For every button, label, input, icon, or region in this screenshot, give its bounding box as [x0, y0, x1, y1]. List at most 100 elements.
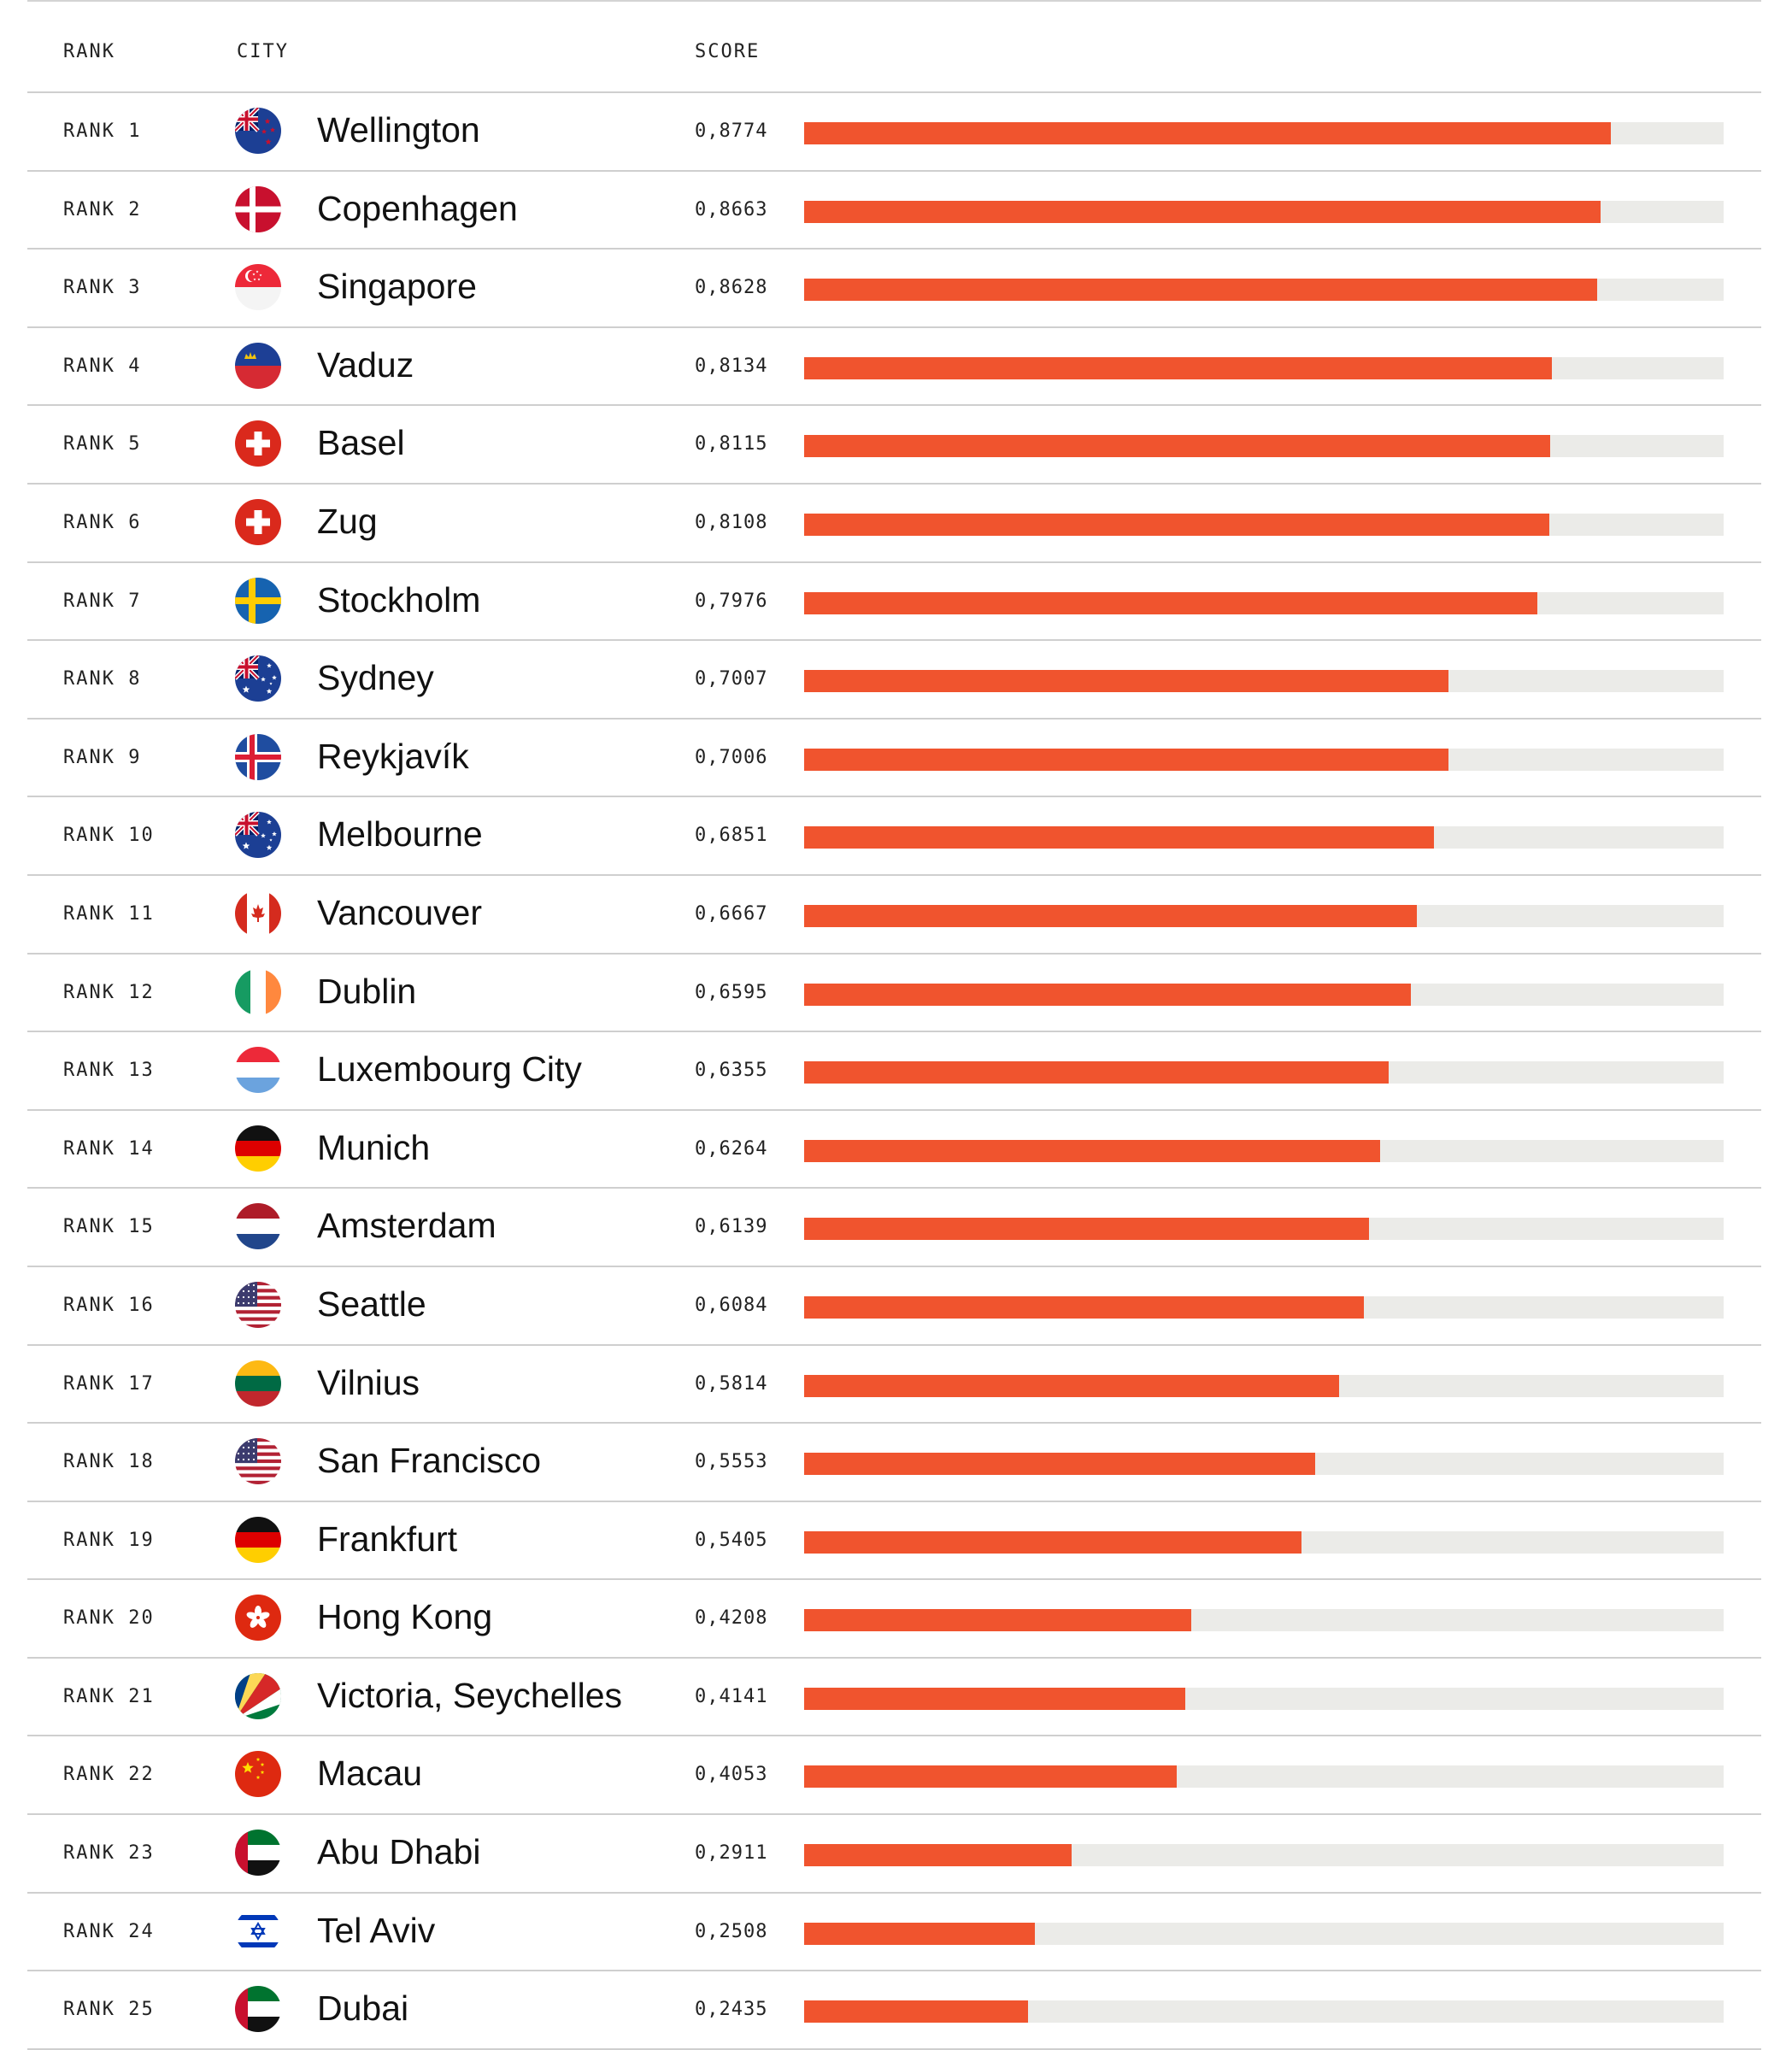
table-row: RANK 21 Victoria, Seychelles 0,4141 — [27, 1659, 1761, 1737]
score-bar — [804, 435, 1551, 458]
usa-flag-icon — [235, 1281, 281, 1328]
germany-flag-icon — [235, 1125, 281, 1172]
ranking-table: RANK CITY SCORE RANK 1 Wellington 0,8774 R… — [27, 0, 1761, 2050]
city-name: Victoria, Seychelles — [317, 1675, 623, 1715]
score-value: 0,5405 — [695, 1529, 768, 1551]
israel-flag-icon — [235, 1907, 281, 1954]
city-name: Stockholm — [317, 579, 481, 620]
germany-flag-icon — [235, 1516, 281, 1563]
rank-label: RANK 11 — [63, 902, 155, 925]
table-row: RANK 4 Vaduz 0,8134 — [27, 328, 1761, 407]
table-row: RANK 9 Reykjavík 0,7006 — [27, 720, 1761, 798]
rank-label: RANK 20 — [63, 1607, 155, 1630]
table-row: RANK 23 Abu Dhabi 0,2911 — [27, 1815, 1761, 1894]
score-bar-track — [804, 279, 1724, 302]
netherlands-flag-icon — [235, 1203, 281, 1250]
score-bar-track — [804, 513, 1724, 536]
score-bar — [804, 200, 1601, 223]
denmark-flag-icon — [235, 185, 281, 232]
score-bar-track — [804, 1922, 1724, 1945]
luxembourg-flag-icon — [235, 1047, 281, 1094]
rank-label: RANK 6 — [63, 511, 142, 533]
rank-label: RANK 15 — [63, 1216, 155, 1238]
score-value: 0,6595 — [695, 981, 768, 1003]
city-name: Basel — [317, 423, 405, 463]
score-bar-track — [804, 1530, 1724, 1554]
rank-label: RANK 2 — [63, 198, 142, 220]
switzerland-flag-icon — [235, 498, 281, 545]
city-name: Sydney — [317, 658, 434, 698]
lithuania-flag-icon — [235, 1360, 281, 1407]
rank-label: RANK 7 — [63, 590, 142, 612]
table-row: RANK 17 Vilnius 0,5814 — [27, 1346, 1761, 1424]
rank-label: RANK 9 — [63, 746, 142, 768]
score-value: 0,5814 — [695, 1372, 768, 1395]
city-name: Macau — [317, 1753, 423, 1794]
city-name: Melbourne — [317, 814, 483, 855]
score-bar — [804, 1139, 1380, 1162]
iceland-flag-icon — [235, 733, 281, 780]
table-row: RANK 2 Copenhagen 0,8663 — [27, 172, 1761, 250]
score-value: 0,8628 — [695, 277, 768, 299]
score-bar-track — [804, 1609, 1724, 1632]
rank-label: RANK 18 — [63, 1451, 155, 1473]
score-bar — [804, 1061, 1389, 1084]
score-bar — [804, 279, 1598, 302]
score-value: 0,4208 — [695, 1607, 768, 1630]
score-value: 0,6264 — [695, 1137, 768, 1160]
score-bar-track — [804, 591, 1724, 614]
score-value: 0,8134 — [695, 355, 768, 377]
uae-flag-icon — [235, 1986, 281, 2033]
score-bar — [804, 904, 1418, 927]
table-row: RANK 3 Singapore 0,8628 — [27, 250, 1761, 328]
city-name: Vancouver — [317, 892, 482, 932]
score-bar-track — [804, 1765, 1724, 1789]
table-row: RANK 8 Sydney 0,7007 — [27, 641, 1761, 720]
australia-flag-icon — [235, 655, 281, 702]
score-bar — [804, 748, 1448, 771]
score-bar-track — [804, 1453, 1724, 1476]
score-bar — [804, 1844, 1072, 1867]
score-value: 0,8663 — [695, 198, 768, 220]
canada-flag-icon — [235, 890, 281, 937]
score-bar-track — [804, 670, 1724, 693]
score-value: 0,6355 — [695, 1060, 768, 1082]
rank-label: RANK 3 — [63, 277, 142, 299]
city-name: Munich — [317, 1127, 431, 1167]
score-bar-track — [804, 983, 1724, 1006]
city-name: Vilnius — [317, 1362, 420, 1402]
score-bar — [804, 1374, 1339, 1397]
switzerland-flag-icon — [235, 420, 281, 467]
rank-label: RANK 12 — [63, 981, 155, 1003]
rank-label: RANK 8 — [63, 668, 142, 690]
score-column-header: SCORE — [695, 41, 761, 62]
score-bar-track — [804, 1061, 1724, 1084]
city-name: Seattle — [317, 1283, 426, 1324]
score-bar-track — [804, 904, 1724, 927]
score-value: 0,2435 — [695, 1999, 768, 2021]
score-bar — [804, 591, 1538, 614]
table-header: RANK CITY SCORE — [27, 2, 1761, 93]
score-bar-track — [804, 435, 1724, 458]
score-value: 0,2508 — [695, 1920, 768, 1942]
score-bar — [804, 1922, 1035, 1945]
table-row: RANK 20 Hong Kong 0,4208 — [27, 1580, 1761, 1659]
table-row: RANK 11 Vancouver 0,6667 — [27, 876, 1761, 955]
table-row: RANK 12 Dublin 0,6595 — [27, 955, 1761, 1033]
table-row: RANK 5 Basel 0,8115 — [27, 406, 1761, 485]
hong-kong-flag-icon — [235, 1595, 281, 1642]
city-name: Zug — [317, 501, 378, 541]
city-name: Vaduz — [317, 344, 414, 385]
seychelles-flag-icon — [235, 1672, 281, 1719]
city-name: Copenhagen — [317, 188, 518, 228]
score-bar — [804, 670, 1448, 693]
new-zealand-flag-icon — [235, 108, 281, 154]
city-name: Amsterdam — [317, 1206, 496, 1246]
rank-label: RANK 23 — [63, 1842, 155, 1865]
uae-flag-icon — [235, 1830, 281, 1877]
score-bar-track — [804, 1374, 1724, 1397]
city-name: Frankfurt — [317, 1518, 458, 1559]
score-bar — [804, 1687, 1185, 1710]
rank-label: RANK 25 — [63, 1999, 155, 2021]
table-row: RANK 16 Seattle 0,6084 — [27, 1267, 1761, 1346]
